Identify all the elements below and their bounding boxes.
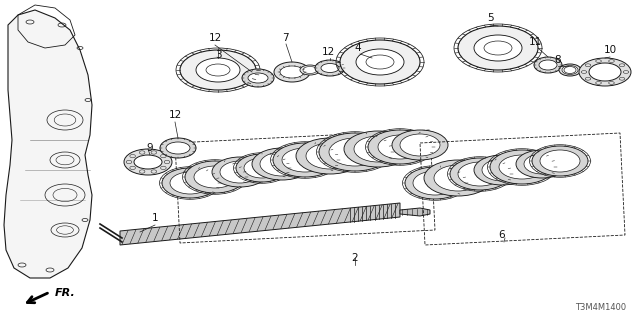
- Ellipse shape: [162, 168, 218, 198]
- Ellipse shape: [296, 138, 364, 174]
- Polygon shape: [120, 203, 400, 245]
- Ellipse shape: [559, 64, 581, 76]
- Text: 5: 5: [486, 13, 493, 23]
- Ellipse shape: [392, 130, 448, 160]
- Ellipse shape: [490, 150, 554, 184]
- Ellipse shape: [282, 148, 328, 172]
- Ellipse shape: [236, 154, 288, 182]
- Ellipse shape: [315, 60, 345, 76]
- Ellipse shape: [400, 134, 440, 156]
- Ellipse shape: [539, 60, 557, 70]
- Ellipse shape: [405, 167, 465, 199]
- Ellipse shape: [134, 155, 162, 169]
- Ellipse shape: [248, 73, 268, 83]
- Text: 11: 11: [529, 37, 541, 47]
- Text: 9: 9: [147, 143, 154, 153]
- Ellipse shape: [524, 154, 560, 174]
- Ellipse shape: [196, 58, 240, 82]
- Ellipse shape: [180, 50, 256, 90]
- Ellipse shape: [450, 158, 510, 190]
- Text: FR.: FR.: [55, 288, 76, 298]
- Ellipse shape: [434, 165, 482, 191]
- Ellipse shape: [340, 40, 420, 84]
- Ellipse shape: [516, 150, 568, 178]
- Ellipse shape: [319, 133, 391, 171]
- Ellipse shape: [499, 155, 545, 179]
- Ellipse shape: [280, 66, 304, 78]
- Text: 1: 1: [152, 213, 158, 223]
- Text: 2: 2: [352, 253, 358, 263]
- Ellipse shape: [274, 62, 310, 82]
- Ellipse shape: [368, 130, 432, 164]
- Text: 8: 8: [555, 55, 561, 65]
- Ellipse shape: [354, 136, 402, 162]
- Ellipse shape: [194, 166, 236, 188]
- Text: 12: 12: [321, 47, 335, 57]
- Text: 12: 12: [209, 33, 221, 43]
- Ellipse shape: [244, 158, 280, 178]
- Ellipse shape: [303, 67, 317, 74]
- Ellipse shape: [532, 146, 588, 176]
- Ellipse shape: [300, 65, 320, 75]
- Ellipse shape: [356, 49, 404, 75]
- Ellipse shape: [413, 171, 457, 195]
- Ellipse shape: [273, 143, 337, 177]
- Ellipse shape: [482, 159, 522, 181]
- Text: 7: 7: [282, 33, 288, 43]
- Ellipse shape: [252, 148, 312, 180]
- Text: 10: 10: [604, 45, 616, 55]
- Ellipse shape: [458, 26, 538, 70]
- Text: 4: 4: [355, 43, 362, 53]
- Ellipse shape: [378, 135, 422, 159]
- Ellipse shape: [212, 157, 268, 187]
- Ellipse shape: [124, 149, 172, 175]
- Ellipse shape: [166, 142, 190, 154]
- Ellipse shape: [170, 172, 210, 194]
- Ellipse shape: [540, 150, 580, 172]
- Ellipse shape: [562, 66, 578, 75]
- Text: T3M4M1400: T3M4M1400: [575, 303, 626, 312]
- Ellipse shape: [220, 161, 260, 183]
- Ellipse shape: [260, 152, 304, 176]
- Ellipse shape: [589, 63, 621, 81]
- Text: 3: 3: [214, 50, 221, 60]
- Ellipse shape: [424, 160, 492, 196]
- Ellipse shape: [160, 138, 196, 158]
- Text: 6: 6: [499, 230, 506, 240]
- Ellipse shape: [474, 155, 530, 185]
- Polygon shape: [4, 10, 92, 278]
- Ellipse shape: [329, 138, 381, 166]
- Ellipse shape: [344, 131, 412, 167]
- Ellipse shape: [306, 143, 354, 169]
- Ellipse shape: [474, 35, 522, 61]
- Ellipse shape: [534, 57, 562, 73]
- Text: 12: 12: [168, 110, 182, 120]
- Ellipse shape: [185, 161, 245, 193]
- Ellipse shape: [242, 69, 274, 87]
- Polygon shape: [400, 208, 430, 216]
- Ellipse shape: [321, 63, 339, 73]
- Ellipse shape: [579, 58, 631, 86]
- Ellipse shape: [458, 162, 502, 186]
